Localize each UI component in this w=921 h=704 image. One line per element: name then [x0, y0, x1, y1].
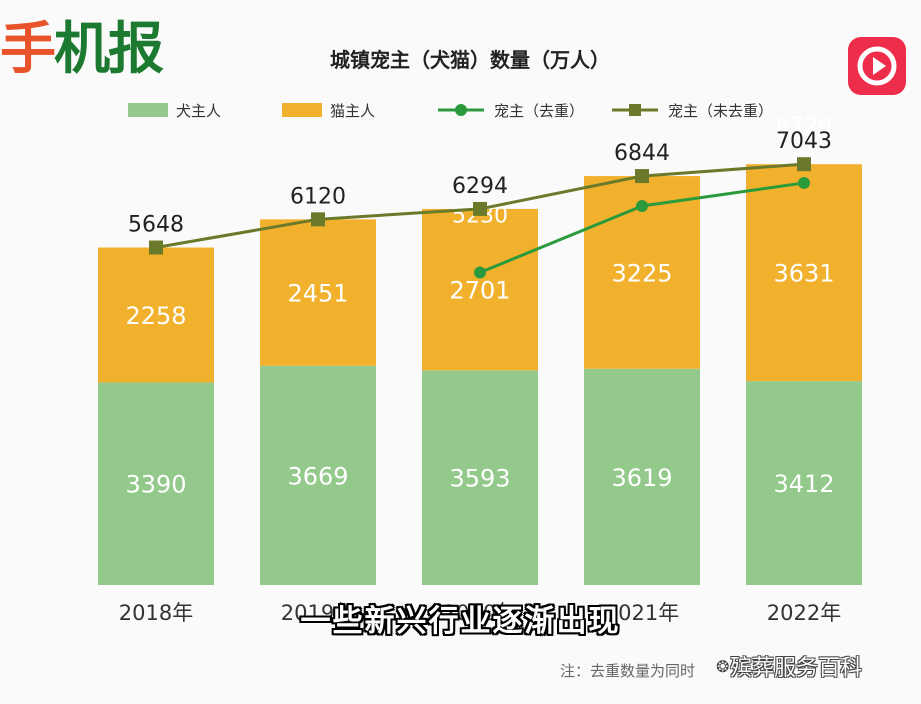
line-point — [798, 176, 810, 189]
chart-note: 注：去重数量为同时 — [560, 662, 696, 680]
bar-value-label: 3225 — [611, 259, 672, 287]
line-point — [149, 240, 163, 255]
x-tick-label: 2020年 — [443, 601, 517, 625]
line-point — [635, 169, 649, 184]
bar-value-label: 3631 — [773, 260, 834, 288]
legend-marker — [629, 104, 641, 116]
line-point — [473, 201, 487, 216]
line-point — [797, 157, 811, 172]
legend-swatch — [128, 103, 168, 117]
bar-value-label: 3390 — [125, 471, 186, 499]
x-tick-label: 2019年 — [281, 601, 355, 625]
line-point — [474, 266, 486, 279]
bar-segment-2-3 — [422, 208, 538, 371]
x-axis: 2018年 2019年 2020年 2021年 2022年 — [119, 601, 841, 625]
chart-title: 城镇宠主（犬猫）数量（万人） — [330, 48, 610, 72]
x-tick-label: 2022年 — [767, 601, 841, 625]
bar-segment-1-1 — [98, 382, 214, 585]
line-value-label: 5648 — [128, 213, 184, 238]
video-app-icon[interactable] — [848, 37, 906, 95]
line-value-label: 6844 — [614, 141, 670, 166]
logo-first-char: 手 — [0, 17, 56, 82]
wechat-icon: ❂ — [716, 657, 730, 676]
logo: 手机报 — [0, 22, 164, 78]
bars-layer: 3390 2258 3669 2451 3593 2701 3619 3225 3412 3631 — [98, 164, 862, 585]
bar-value-label: 3669 — [287, 462, 348, 490]
line-value-label: 6343 — [614, 137, 670, 162]
legend-marker — [455, 104, 467, 116]
line-value-label: 6294 — [452, 174, 508, 199]
line-value-label: 6729 — [776, 114, 832, 139]
line-value-label: 6120 — [290, 184, 346, 209]
bar-segment-1-4 — [584, 368, 700, 585]
watermark-text: 殡葬服务百科 — [730, 656, 863, 681]
bar-value-label: 3593 — [449, 465, 510, 493]
bar-segment-2-1 — [98, 247, 214, 383]
bar-value-label: 3619 — [611, 464, 672, 492]
bar-value-label: 2701 — [449, 277, 510, 305]
bar-segment-1-5 — [746, 381, 862, 585]
line-point — [311, 212, 325, 227]
line-point — [636, 200, 648, 213]
logo-rest: 机报 — [54, 17, 164, 82]
bar-segment-1-3 — [422, 370, 538, 585]
legend-label: 宠主（去重） — [494, 102, 584, 120]
bar-value-label: 3412 — [773, 470, 834, 498]
legend-label: 宠主（未去重） — [668, 102, 773, 120]
legend-swatch — [282, 103, 322, 117]
bar-value-label: 2258 — [125, 302, 186, 330]
bar-segment-2-5 — [746, 164, 862, 382]
legend-label: 犬主人 — [176, 102, 221, 120]
video-subtitle: 一些新兴行业逐渐出现 — [300, 604, 621, 639]
x-tick-label: 2018年 — [119, 601, 193, 625]
bar-segment-2-2 — [260, 219, 376, 366]
bar-segment-1-2 — [260, 365, 376, 585]
chart-legend: 犬主人 猫主人 宠主（去重） 宠主（未去重） — [128, 102, 773, 120]
x-tick-label: 2021年 — [605, 601, 679, 625]
line-value-label: 7043 — [776, 129, 832, 154]
bar-value-label: 2451 — [287, 280, 348, 308]
legend-label: 猫主人 — [330, 102, 375, 120]
